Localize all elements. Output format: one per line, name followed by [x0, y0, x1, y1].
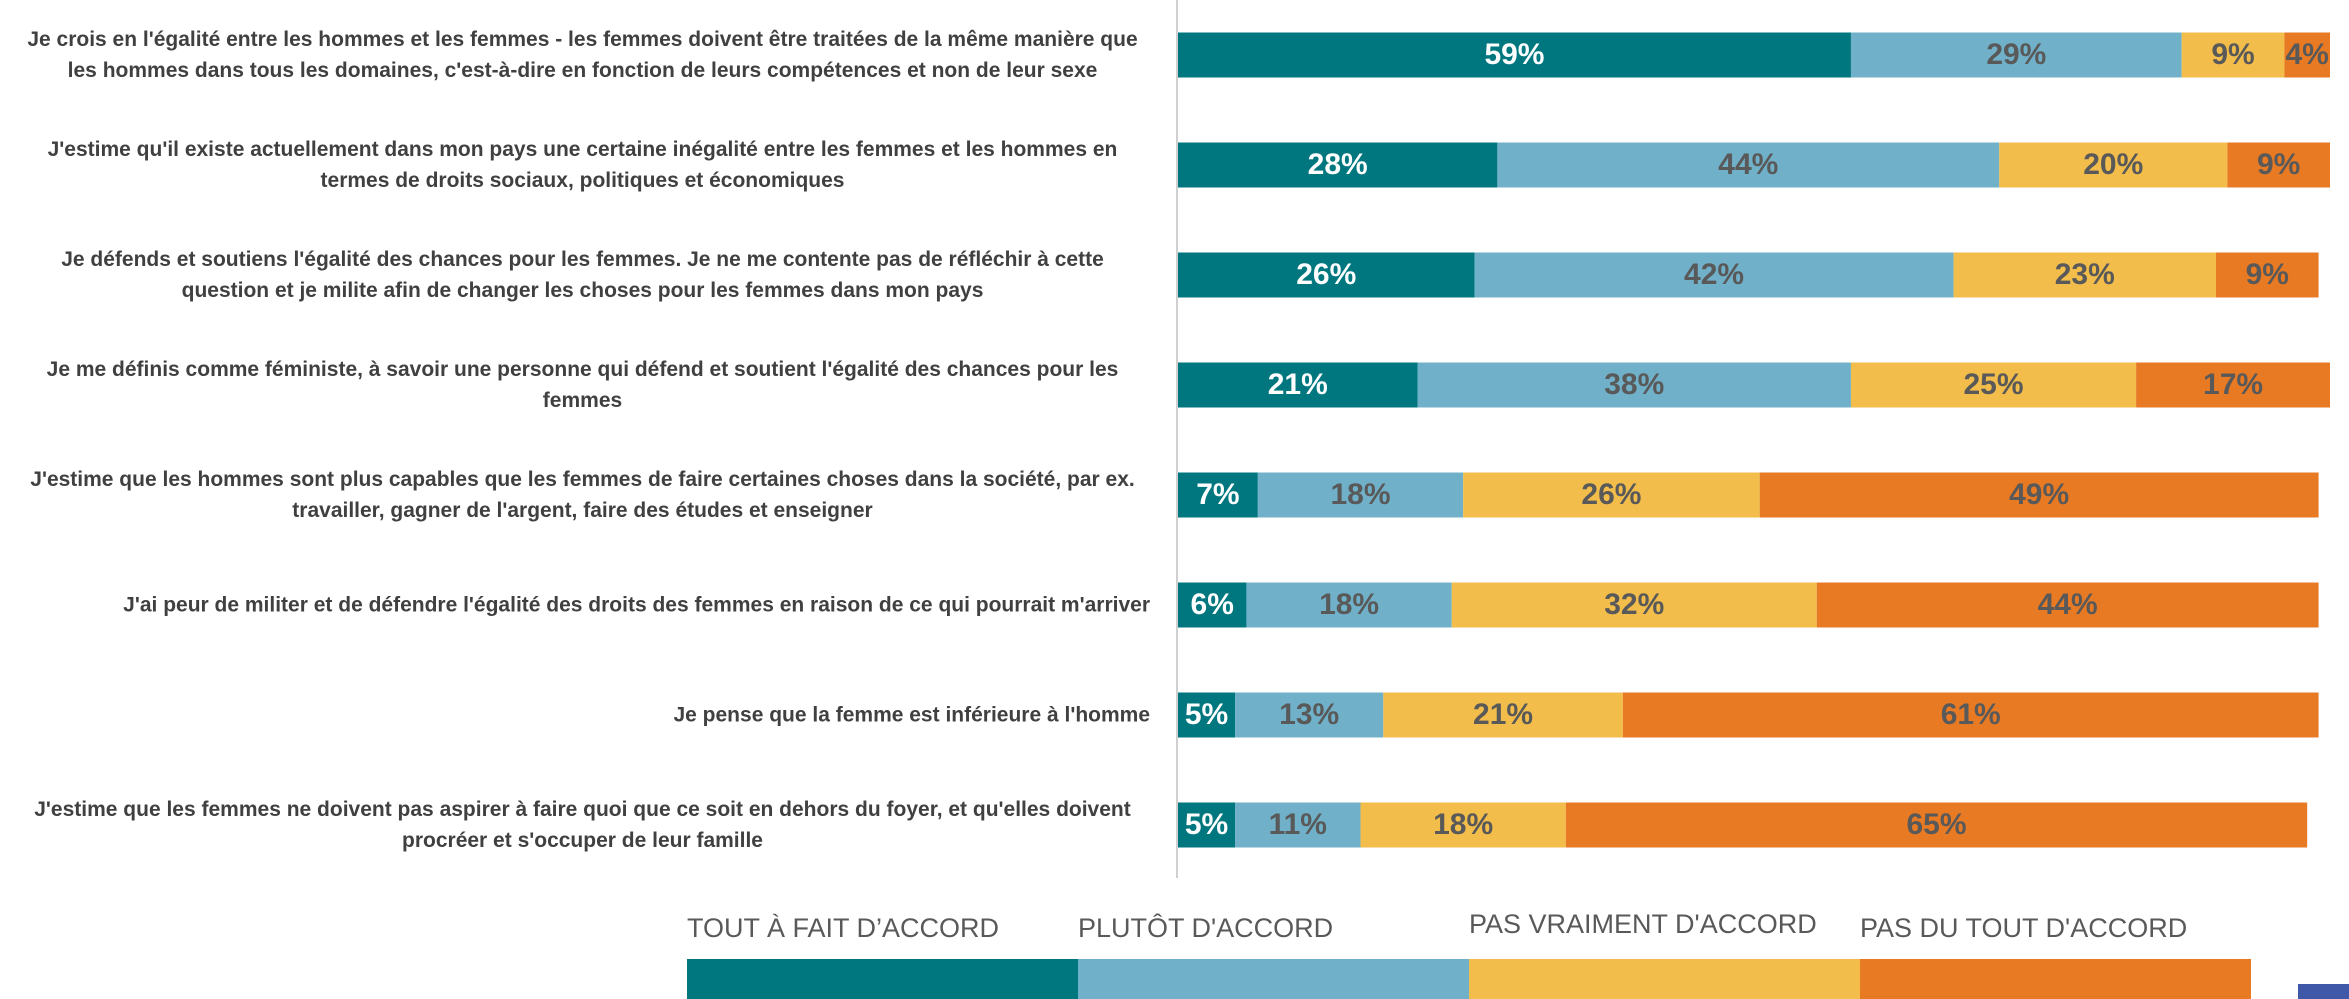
legend-swatch [687, 959, 1078, 999]
category-label: J'estime que les hommes sont plus capabl… [30, 468, 1135, 522]
legend-swatch [1078, 959, 1469, 999]
bar-segment [1463, 472, 1760, 518]
bar-segment [1850, 362, 2137, 408]
bar-segment [1759, 472, 2319, 518]
bar-segment [1816, 582, 2319, 628]
bar-segment [1178, 582, 1247, 628]
value-label: 49% [2009, 478, 2069, 511]
bar-segment [1178, 692, 1236, 738]
bar-segment [1178, 32, 1851, 78]
category-label-box: Je pense que la femme est inférieure à l… [15, 700, 1150, 731]
category-label-box: Je défends et soutiens l'égalité des cha… [15, 244, 1150, 306]
bar-segment [1246, 582, 1452, 628]
legend-label: TOUT À FAIT D’ACCORD [687, 913, 999, 943]
bar-segment [1178, 362, 1418, 408]
value-label: 4% [2286, 38, 2329, 71]
category-label: J'ai peur de militer et de défendre l'ég… [123, 593, 1150, 617]
legend-label: PLUTÔT D'ACCORD [1078, 912, 1333, 943]
value-label: 18% [1330, 478, 1390, 511]
category-label: J'estime que les femmes ne doivent pas a… [34, 798, 1131, 852]
value-label: 9% [2246, 258, 2289, 291]
bar-segment [2181, 32, 2285, 78]
bar-segment [1474, 252, 1954, 298]
value-label: 21% [1473, 698, 1533, 731]
value-label: 28% [1308, 148, 1368, 181]
value-label: 44% [2038, 588, 2098, 621]
legend-swatch [1469, 959, 1860, 999]
bar-segment [2136, 362, 2330, 408]
value-label: 20% [2083, 148, 2143, 181]
value-label: 21% [1268, 368, 1328, 401]
value-label: 17% [2203, 368, 2263, 401]
value-label: 65% [1906, 808, 1966, 841]
value-label: 18% [1433, 808, 1493, 841]
value-label: 29% [1986, 38, 2046, 71]
category-label: Je pense que la femme est inférieure à l… [673, 703, 1150, 727]
category-labels: Je crois en l'égalité entre les hommes e… [0, 0, 1150, 900]
value-label: 9% [2211, 38, 2254, 71]
bar-segment [1257, 472, 1464, 518]
bar-segment [2215, 252, 2319, 298]
bar-segment [1178, 142, 1498, 188]
bar-segment [1178, 802, 1236, 848]
bar-segment [1417, 362, 1851, 408]
value-label: 13% [1279, 698, 1339, 731]
category-label-box: J'estime qu'il existe actuellement dans … [15, 134, 1150, 196]
category-label-box: Je crois en l'égalité entre les hommes e… [15, 24, 1150, 86]
bar-segment [1622, 692, 2319, 738]
value-label: 11% [1269, 808, 1327, 841]
category-label-box: Je me définis comme féministe, à savoir … [15, 354, 1150, 416]
bar-segment [1565, 802, 2308, 848]
bar-segment [1953, 252, 2216, 298]
category-label: Je défends et soutiens l'égalité des cha… [61, 248, 1104, 302]
value-label: 9% [2257, 148, 2300, 181]
value-label: 6% [1191, 588, 1234, 621]
bar-segment [1497, 142, 2000, 188]
value-label: 25% [1964, 368, 2024, 401]
value-label: 5% [1185, 808, 1228, 841]
corner-decoration [2298, 984, 2349, 999]
value-label: 26% [1296, 258, 1356, 291]
category-label-box: J'estime que les hommes sont plus capabl… [15, 464, 1150, 526]
category-label: Je crois en l'égalité entre les hommes e… [27, 28, 1138, 82]
bar-segment [1360, 802, 1566, 848]
bar-segment [1850, 32, 2182, 78]
category-label-box: J'ai peur de militer et de défendre l'ég… [15, 590, 1150, 621]
category-label-box: J'estime que les femmes ne doivent pas a… [15, 794, 1150, 856]
bar-segment [1383, 692, 1623, 738]
value-label: 38% [1604, 368, 1664, 401]
bar-segment [1178, 252, 1475, 298]
value-label: 18% [1319, 588, 1379, 621]
legend-label: PAS VRAIMENT D'ACCORD [1469, 909, 1817, 939]
value-label: 42% [1684, 258, 1744, 291]
value-label: 7% [1196, 478, 1239, 511]
bar-segment [1235, 802, 1361, 848]
value-label: 32% [1604, 588, 1664, 621]
value-label: 23% [2055, 258, 2115, 291]
category-label: Je me définis comme féministe, à savoir … [46, 358, 1119, 412]
value-label: 59% [1484, 38, 1544, 71]
legend-label: PAS DU TOUT D'ACCORD [1860, 913, 2187, 943]
value-label: 61% [1941, 698, 2001, 731]
value-label: 26% [1581, 478, 1641, 511]
value-label: 44% [1718, 148, 1778, 181]
category-label: J'estime qu'il existe actuellement dans … [47, 138, 1118, 192]
value-label: 5% [1185, 698, 1228, 731]
legend-swatch [1860, 959, 2251, 999]
bar-segment [1999, 142, 2228, 188]
bar-segment [2284, 32, 2330, 78]
bar-segment [1178, 472, 1258, 518]
bar-segment [1451, 582, 1817, 628]
bar-segment [1235, 692, 1384, 738]
bar-segment [2227, 142, 2330, 188]
